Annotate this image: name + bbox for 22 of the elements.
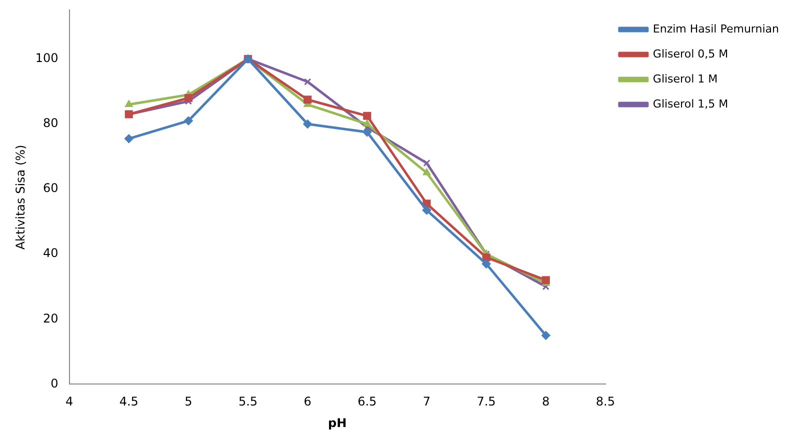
y-tick-label: 20 bbox=[43, 311, 58, 326]
x-axis-title: pH bbox=[328, 416, 347, 430]
x-tick-label: 5.5 bbox=[238, 394, 258, 409]
x-tick-label: 7 bbox=[422, 394, 431, 409]
x-tick-label: 4.5 bbox=[119, 394, 138, 409]
legend-label: Enzim Hasil Pemurnian bbox=[652, 22, 780, 36]
x-tick-label: 4 bbox=[65, 394, 74, 409]
legend-label: Gliserol 0,5 M bbox=[652, 47, 728, 60]
y-axis-title: Aktivitas Sisa (%) bbox=[13, 144, 28, 250]
x-tick-label: 8 bbox=[542, 394, 550, 409]
legend-label: Gliserol 1 M bbox=[652, 72, 718, 86]
y-tick-label: 80 bbox=[43, 116, 58, 130]
x-tick-label: 6.5 bbox=[358, 394, 377, 409]
x-tick-label: 8.5 bbox=[596, 394, 615, 409]
x-tick-label: 7.5 bbox=[476, 394, 496, 409]
x-tick-label: 6 bbox=[304, 394, 312, 409]
legend-label: Gliserol 1,5 M bbox=[652, 97, 728, 110]
y-tick-label: 0 bbox=[50, 376, 58, 390]
y-tick-label: 40 bbox=[43, 246, 58, 260]
y-tick-label: 100 bbox=[35, 51, 58, 66]
x-tick-label: 5 bbox=[184, 394, 192, 409]
y-tick-label: 60 bbox=[43, 181, 58, 196]
